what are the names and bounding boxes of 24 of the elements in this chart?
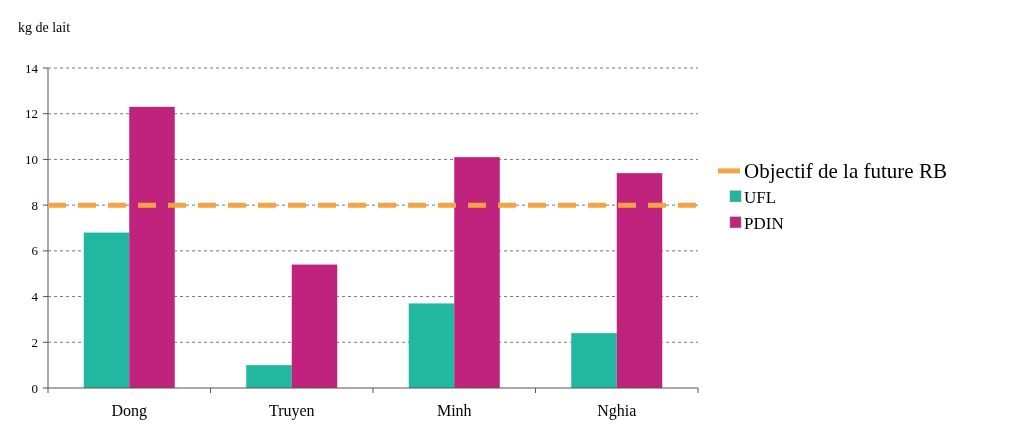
x-tick-label: Nghia	[597, 402, 637, 420]
legend-label: PDIN	[744, 213, 784, 233]
bar	[83, 232, 130, 388]
y-tick-label: 6	[31, 243, 39, 259]
y-tick-label: 0	[31, 380, 38, 396]
x-tick-label: Minh	[436, 402, 472, 419]
x-tick-label: Truyen	[268, 402, 315, 420]
bar	[129, 106, 175, 388]
y-tick-label: 2	[31, 334, 38, 350]
bar	[246, 365, 292, 388]
y-tick-label: 4	[31, 289, 39, 305]
y-tick-label: 12	[25, 106, 38, 122]
legend-label: Objectif de la future RB	[744, 159, 947, 184]
bar	[616, 173, 663, 388]
y-tick-label: 8	[31, 197, 38, 213]
legend-label: UFL	[744, 187, 777, 207]
y-tick-label: 10	[25, 151, 38, 167]
y-axis-title: kg de lait	[18, 20, 71, 35]
y-tick-label: 14	[25, 60, 39, 76]
bar	[408, 303, 455, 388]
bar	[291, 264, 338, 388]
bar	[454, 157, 500, 388]
x-tick-label: Dong	[111, 402, 148, 420]
bar	[571, 333, 617, 388]
